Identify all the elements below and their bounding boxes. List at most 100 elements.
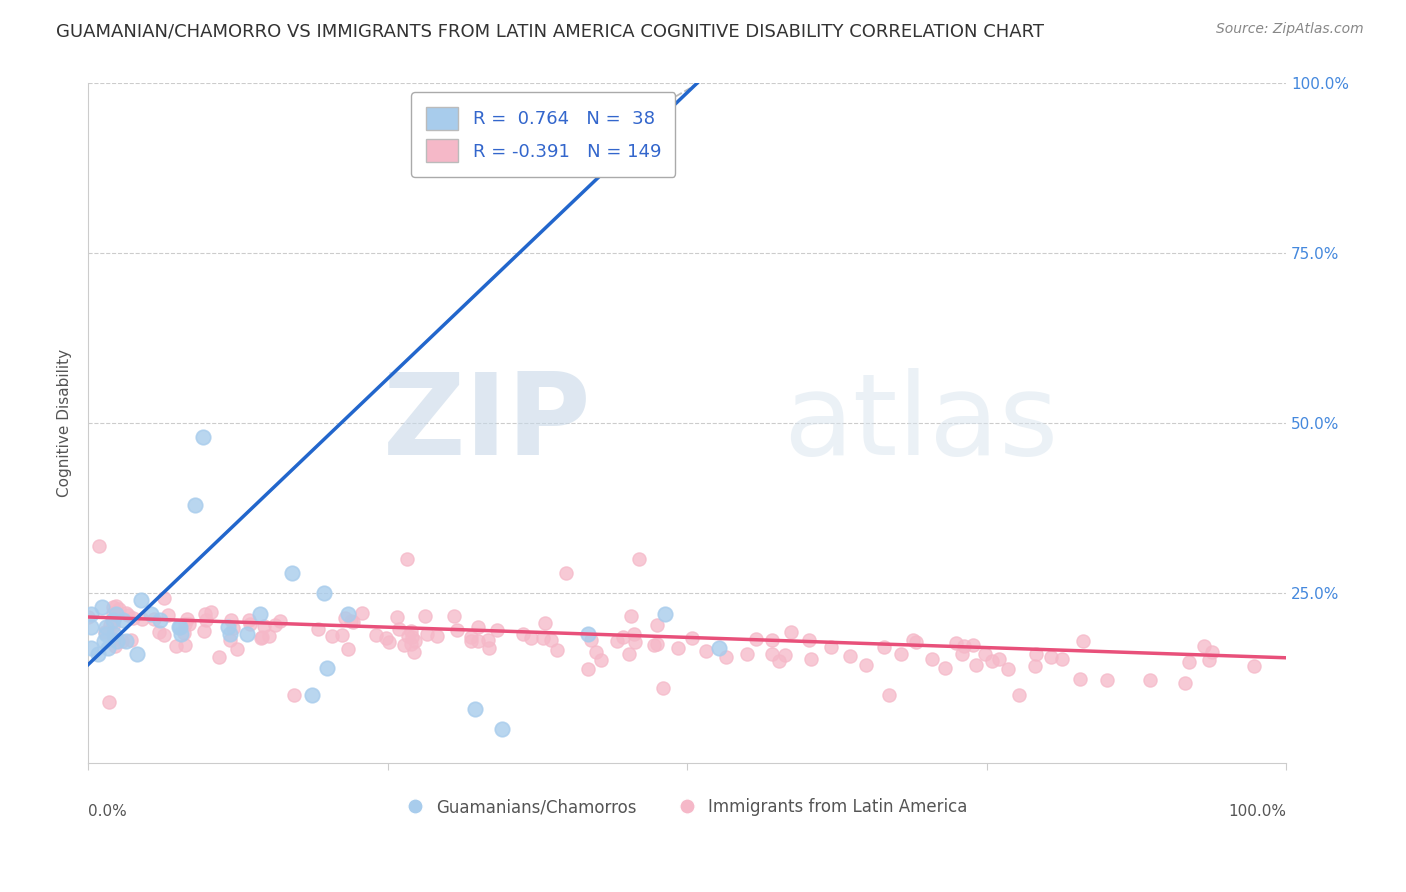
Point <box>1201 645 1223 659</box>
Point <box>121 611 143 625</box>
Point <box>606 634 628 648</box>
Text: GUAMANIAN/CHAMORRO VS IMMIGRANTS FROM LATIN AMERICA COGNITIVE DISABILITY CORRELA: GUAMANIAN/CHAMORRO VS IMMIGRANTS FROM LA… <box>56 22 1045 40</box>
Point <box>364 627 387 641</box>
Point <box>342 615 364 629</box>
Point <box>120 633 142 648</box>
Point <box>485 623 508 637</box>
Point <box>877 688 900 702</box>
Point <box>174 638 197 652</box>
Point <box>546 642 568 657</box>
Point <box>315 661 337 675</box>
Point <box>80 620 103 634</box>
Point <box>174 616 197 631</box>
Point <box>125 648 148 662</box>
Point <box>103 627 125 641</box>
Point <box>413 609 436 624</box>
Point <box>425 630 447 644</box>
Point <box>131 612 153 626</box>
Point <box>170 627 193 641</box>
Point <box>375 631 398 645</box>
Point <box>156 608 179 623</box>
Point <box>149 614 172 628</box>
Point <box>104 639 127 653</box>
Point <box>80 607 103 621</box>
Point <box>512 627 534 641</box>
Point <box>416 627 439 641</box>
Point <box>87 539 110 553</box>
Point <box>945 636 967 650</box>
Point <box>478 641 501 656</box>
Point <box>647 618 669 632</box>
Point <box>217 620 239 634</box>
Point <box>890 647 912 661</box>
Point <box>773 648 796 662</box>
Point <box>350 607 373 621</box>
Point <box>184 498 207 512</box>
Point <box>87 648 110 662</box>
Point <box>952 639 974 653</box>
Point <box>94 627 117 641</box>
Point <box>111 633 134 648</box>
Point <box>77 610 100 624</box>
Point <box>333 611 356 625</box>
Point <box>974 647 997 661</box>
Point <box>645 637 668 651</box>
Point <box>173 625 195 640</box>
Point <box>820 640 842 654</box>
Point <box>1097 673 1119 687</box>
Point <box>117 608 139 623</box>
Point <box>238 613 260 627</box>
Point <box>225 642 247 657</box>
Text: ZIP: ZIP <box>382 368 592 479</box>
Point <box>779 625 801 640</box>
Point <box>236 627 259 641</box>
Point <box>576 662 599 676</box>
Point <box>1178 655 1201 669</box>
Point <box>579 632 602 647</box>
Point <box>643 638 665 652</box>
Point <box>218 633 240 648</box>
Point <box>153 591 176 606</box>
Y-axis label: Cognitive Disability: Cognitive Disability <box>58 350 72 498</box>
Point <box>101 614 124 628</box>
Point <box>1192 639 1215 653</box>
Point <box>336 607 359 621</box>
Point <box>169 620 191 634</box>
Point <box>131 593 153 607</box>
Point <box>141 607 163 621</box>
Point <box>396 552 419 566</box>
Point <box>1040 649 1063 664</box>
Point <box>761 647 783 661</box>
Point <box>337 642 360 657</box>
Point <box>176 612 198 626</box>
Point <box>651 681 673 696</box>
Point <box>988 651 1011 665</box>
Point <box>281 566 304 580</box>
Point <box>96 620 118 634</box>
Point <box>257 629 280 643</box>
Point <box>250 631 273 645</box>
Point <box>195 613 218 627</box>
Point <box>253 619 276 633</box>
Point <box>221 614 243 628</box>
Point <box>98 617 121 632</box>
Point <box>301 688 323 702</box>
Point <box>193 624 215 639</box>
Point <box>79 640 101 655</box>
Point <box>1071 633 1094 648</box>
Point <box>477 632 499 647</box>
Point <box>921 651 943 665</box>
Point <box>464 702 486 716</box>
Point <box>148 625 170 640</box>
Point <box>681 632 703 646</box>
Point <box>1174 676 1197 690</box>
Point <box>1025 648 1047 662</box>
Text: 100.0%: 100.0% <box>1227 804 1286 819</box>
Point <box>997 662 1019 676</box>
Point <box>519 632 541 646</box>
Point <box>467 620 489 634</box>
Point <box>962 638 984 652</box>
Point <box>901 632 924 647</box>
Point <box>339 614 361 628</box>
Point <box>446 623 468 637</box>
